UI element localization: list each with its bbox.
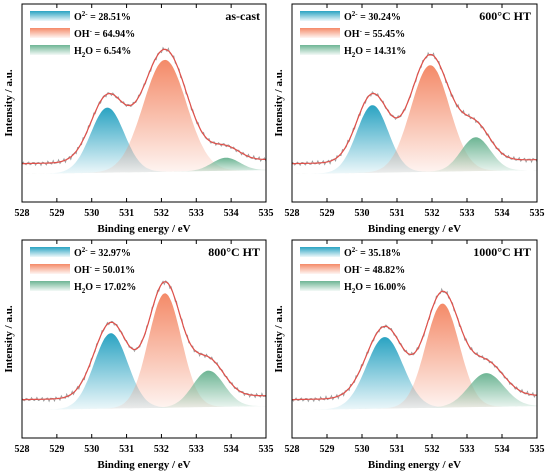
legend-swatch (300, 28, 340, 38)
legend-swatch (300, 11, 340, 21)
legend-entry: OH- = 50.01% (74, 263, 135, 276)
chart-panel-3: 528 529 530 531 532 533 534 535 Binding energy /… (3, 239, 274, 471)
legend-entry: OH- = 55.45% (344, 27, 405, 40)
x-tick-label: 534 (224, 208, 239, 219)
peak-area-oh (292, 65, 537, 174)
plot-frame (21, 239, 267, 439)
legend-swatch (300, 45, 340, 55)
legend-entry: OH- = 48.82% (344, 263, 405, 276)
x-tick-label: 531 (119, 208, 134, 219)
x-tick-label: 530 (355, 444, 370, 455)
peak-area-h (292, 137, 537, 174)
x-tick-label: 529 (320, 208, 335, 219)
x-tick-label: 528 (285, 208, 300, 219)
legend-entry: OH- = 64.94% (74, 27, 135, 40)
peak-area-o (22, 107, 266, 174)
y-axis-title: Intensity / a.u. (273, 305, 285, 372)
legend-entry: O2- = 32.97% (74, 246, 131, 259)
x-tick-label: 532 (154, 444, 169, 455)
legend-entry: O2- = 35.18% (344, 246, 401, 259)
plot-frame (291, 3, 538, 203)
x-axis-title: Binding energy / eV (97, 459, 190, 471)
legend-entry: H2O = 16.00% (344, 282, 406, 295)
peak-area-o (22, 333, 266, 410)
x-tick-label: 530 (84, 208, 99, 219)
legend-entry: H2O = 6.54% (74, 46, 131, 59)
legend-entry: O2- = 28.51% (74, 10, 131, 23)
x-tick-label: 535 (530, 208, 545, 219)
y-axis-title: Intensity / a.u. (273, 69, 285, 136)
x-tick-label: 533 (460, 208, 475, 219)
x-tick-label: 531 (390, 444, 405, 455)
legend-swatch (300, 281, 340, 291)
x-tick-label: 532 (425, 444, 440, 455)
x-tick-label: 534 (224, 444, 239, 455)
x-tick-label: 532 (154, 208, 169, 219)
peak-area-o (292, 105, 537, 174)
x-tick-label: 535 (530, 444, 545, 455)
x-tick-label: 535 (259, 444, 274, 455)
panel-label: 600°C HT (479, 9, 531, 23)
x-tick-label: 531 (390, 208, 405, 219)
x-tick-label: 535 (259, 208, 274, 219)
x-tick-label: 533 (189, 208, 204, 219)
legend-swatch (30, 45, 70, 55)
fitted-envelope-line (22, 48, 267, 165)
chart-panel-1: 528 529 530 531 532 533 534 535 Binding energy /… (3, 3, 274, 235)
fitted-envelope-line (292, 53, 537, 165)
legend-swatch (30, 247, 70, 257)
panel-label: 800°C HT (208, 245, 260, 259)
legend-swatch (30, 264, 70, 274)
x-tick-label: 530 (355, 208, 370, 219)
x-axis-title: Binding energy / eV (97, 223, 190, 235)
legend-entry: H2O = 14.31% (344, 46, 406, 59)
x-tick-label: 529 (49, 444, 64, 455)
peak-area-h (22, 157, 266, 174)
legend-swatch (300, 247, 340, 257)
panel-label: as-cast (225, 9, 260, 23)
peak-area-oh (22, 59, 266, 174)
x-tick-label: 528 (15, 444, 30, 455)
x-tick-label: 531 (119, 444, 134, 455)
x-tick-label: 530 (84, 444, 99, 455)
x-tick-label: 533 (460, 444, 475, 455)
y-axis-title: Intensity / a.u. (3, 69, 15, 136)
plot-frame (291, 239, 538, 439)
plot-frame (21, 3, 267, 203)
x-tick-label: 529 (320, 444, 335, 455)
fitted-envelope-line (292, 290, 538, 401)
legend-swatch (300, 264, 340, 274)
panel-label: 1000°C HT (473, 245, 531, 259)
x-axis-title: Binding energy / eV (368, 223, 461, 235)
legend-swatch (30, 28, 70, 38)
peak-area-h (22, 370, 266, 410)
x-tick-label: 533 (189, 444, 204, 455)
chart-panel-4: 528 529 530 531 532 533 534 535 Binding energy /… (273, 239, 545, 471)
chart-panel-2: 528 529 530 531 532 533 534 535 Binding energy /… (273, 3, 545, 235)
legend-entry: H2O = 17.02% (74, 282, 136, 295)
peak-area-oh (22, 293, 266, 410)
fitted-envelope-line (22, 281, 266, 401)
x-tick-label: 532 (425, 208, 440, 219)
x-axis-title: Binding energy / eV (368, 459, 461, 471)
x-tick-label: 528 (15, 208, 30, 219)
y-axis-title: Intensity / a.u. (3, 305, 15, 372)
x-tick-label: 529 (49, 208, 64, 219)
legend-entry: O2- = 30.24% (344, 10, 401, 23)
legend-swatch (30, 11, 70, 21)
x-tick-label: 534 (495, 208, 510, 219)
x-tick-label: 534 (495, 444, 510, 455)
peak-area-h (292, 373, 537, 410)
legend-swatch (30, 281, 70, 291)
peak-area-oh (292, 303, 537, 410)
x-tick-label: 528 (285, 444, 300, 455)
